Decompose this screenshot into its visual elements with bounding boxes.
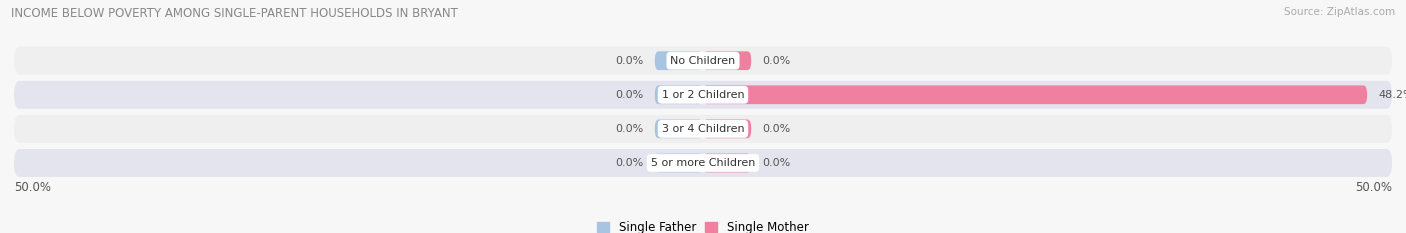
Text: 5 or more Children: 5 or more Children — [651, 158, 755, 168]
FancyBboxPatch shape — [655, 51, 703, 70]
Text: 0.0%: 0.0% — [616, 90, 644, 100]
FancyBboxPatch shape — [703, 51, 751, 70]
Text: 1 or 2 Children: 1 or 2 Children — [662, 90, 744, 100]
FancyBboxPatch shape — [14, 115, 1392, 143]
Text: No Children: No Children — [671, 56, 735, 66]
Text: Source: ZipAtlas.com: Source: ZipAtlas.com — [1284, 7, 1395, 17]
Text: 0.0%: 0.0% — [616, 56, 644, 66]
Text: 50.0%: 50.0% — [1355, 181, 1392, 194]
FancyBboxPatch shape — [703, 154, 751, 172]
FancyBboxPatch shape — [655, 120, 703, 138]
Text: 0.0%: 0.0% — [762, 124, 790, 134]
Text: 0.0%: 0.0% — [616, 158, 644, 168]
FancyBboxPatch shape — [655, 154, 703, 172]
Text: INCOME BELOW POVERTY AMONG SINGLE-PARENT HOUSEHOLDS IN BRYANT: INCOME BELOW POVERTY AMONG SINGLE-PARENT… — [11, 7, 458, 20]
Legend: Single Father, Single Mother: Single Father, Single Mother — [593, 216, 813, 233]
Text: 0.0%: 0.0% — [762, 158, 790, 168]
Text: 48.2%: 48.2% — [1378, 90, 1406, 100]
FancyBboxPatch shape — [14, 149, 1392, 177]
FancyBboxPatch shape — [703, 120, 751, 138]
FancyBboxPatch shape — [703, 86, 1367, 104]
FancyBboxPatch shape — [14, 81, 1392, 109]
FancyBboxPatch shape — [14, 47, 1392, 75]
Text: 50.0%: 50.0% — [14, 181, 51, 194]
Text: 3 or 4 Children: 3 or 4 Children — [662, 124, 744, 134]
Text: 0.0%: 0.0% — [762, 56, 790, 66]
FancyBboxPatch shape — [655, 86, 703, 104]
Text: 0.0%: 0.0% — [616, 124, 644, 134]
